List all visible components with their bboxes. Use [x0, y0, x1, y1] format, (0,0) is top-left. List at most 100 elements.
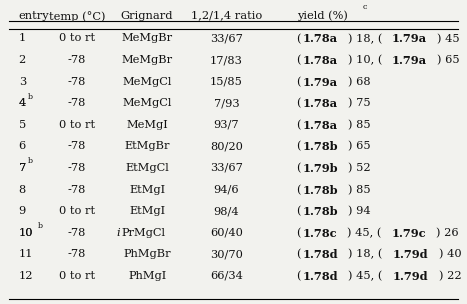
Text: 30/70: 30/70	[210, 249, 243, 259]
Text: 12: 12	[19, 271, 33, 281]
Text: ) 45: ) 45	[438, 33, 460, 44]
Text: 4: 4	[19, 98, 26, 108]
Text: ) 45, (: ) 45, (	[347, 228, 382, 238]
Text: 15/85: 15/85	[210, 77, 243, 87]
Text: ) 26: ) 26	[436, 228, 459, 238]
Text: temp (°C): temp (°C)	[49, 11, 105, 22]
Text: MeMgI: MeMgI	[126, 120, 168, 130]
Text: PrMgCl: PrMgCl	[121, 228, 165, 238]
Text: b: b	[37, 222, 42, 230]
Text: 1,2/1,4 ratio: 1,2/1,4 ratio	[191, 11, 262, 21]
Text: ) 94: ) 94	[348, 206, 371, 216]
Text: ) 85: ) 85	[347, 120, 370, 130]
Text: (: (	[297, 141, 301, 152]
Text: 1.78d: 1.78d	[302, 249, 338, 260]
Text: (: (	[297, 33, 301, 44]
Text: 5: 5	[19, 120, 26, 130]
Text: ) 68: ) 68	[347, 77, 370, 87]
Text: 60/40: 60/40	[210, 228, 243, 238]
Text: ) 18, (: ) 18, (	[348, 249, 382, 260]
Text: 4: 4	[19, 98, 26, 108]
Text: 1.78a: 1.78a	[302, 98, 338, 109]
Text: EtMgCl: EtMgCl	[125, 163, 169, 173]
Text: 7: 7	[19, 163, 26, 173]
Text: 94/6: 94/6	[214, 185, 239, 195]
Text: 1.79a: 1.79a	[302, 77, 338, 88]
Text: ) 85: ) 85	[348, 185, 371, 195]
Text: 1.78b: 1.78b	[302, 185, 338, 195]
Text: -78: -78	[68, 163, 86, 173]
Text: yield (%): yield (%)	[297, 11, 347, 21]
Text: -78: -78	[68, 98, 86, 108]
Text: 11: 11	[19, 249, 33, 259]
Text: 1.79d: 1.79d	[393, 271, 428, 282]
Text: 93/7: 93/7	[214, 120, 239, 130]
Text: (: (	[297, 206, 301, 216]
Text: 6: 6	[19, 141, 26, 151]
Text: b: b	[28, 157, 33, 165]
Text: -78: -78	[68, 55, 86, 65]
Text: (: (	[297, 271, 301, 281]
Text: b: b	[28, 93, 33, 101]
Text: Grignard: Grignard	[121, 11, 173, 21]
Text: 8: 8	[19, 185, 26, 195]
Text: 1: 1	[19, 33, 26, 43]
Text: (: (	[297, 98, 301, 109]
Text: 1.79b: 1.79b	[302, 163, 338, 174]
Text: ) 52: ) 52	[348, 163, 371, 173]
Text: PhMgI: PhMgI	[128, 271, 166, 281]
Text: (: (	[297, 228, 301, 238]
Text: 7/93: 7/93	[214, 98, 239, 108]
Text: 7: 7	[19, 163, 26, 173]
Text: 0 to rt: 0 to rt	[59, 271, 95, 281]
Text: 1.79d: 1.79d	[393, 249, 428, 260]
Text: 1.78a: 1.78a	[302, 120, 338, 131]
Text: ) 65: ) 65	[348, 141, 371, 152]
Text: 66/34: 66/34	[210, 271, 243, 281]
Text: MeMgBr: MeMgBr	[121, 33, 173, 43]
Text: MeMgBr: MeMgBr	[121, 55, 173, 65]
Text: 1.79a: 1.79a	[392, 33, 427, 44]
Text: (: (	[297, 55, 301, 65]
Text: -78: -78	[68, 249, 86, 259]
Text: 1.79c: 1.79c	[391, 228, 426, 239]
Text: 1.78c: 1.78c	[302, 228, 337, 239]
Text: 33/67: 33/67	[210, 163, 243, 173]
Text: (: (	[297, 185, 301, 195]
Text: 98/4: 98/4	[214, 206, 239, 216]
Text: EtMgBr: EtMgBr	[124, 141, 170, 151]
Text: EtMgI: EtMgI	[129, 206, 165, 216]
Text: 33/67: 33/67	[210, 33, 243, 43]
Text: ) 65: ) 65	[438, 55, 460, 65]
Text: 80/20: 80/20	[210, 141, 243, 151]
Text: -78: -78	[68, 228, 86, 238]
Text: 0 to rt: 0 to rt	[59, 206, 95, 216]
Text: -78: -78	[68, 185, 86, 195]
Text: 9: 9	[19, 206, 26, 216]
Text: entry: entry	[19, 11, 50, 21]
Text: c: c	[362, 3, 367, 11]
Text: ) 22: ) 22	[439, 271, 461, 281]
Text: MeMgCl: MeMgCl	[122, 77, 172, 87]
Text: (: (	[297, 77, 301, 87]
Text: ) 10, (: ) 10, (	[347, 55, 382, 65]
Text: ) 40: ) 40	[439, 249, 461, 260]
Text: PhMgBr: PhMgBr	[123, 249, 171, 259]
Text: -78: -78	[68, 141, 86, 151]
Text: 1.79a: 1.79a	[392, 55, 427, 66]
Text: EtMgI: EtMgI	[129, 185, 165, 195]
Text: 1.78a: 1.78a	[302, 33, 338, 44]
Text: 0 to rt: 0 to rt	[59, 33, 95, 43]
Text: (: (	[297, 120, 301, 130]
Text: ) 18, (: ) 18, (	[347, 33, 382, 44]
Text: 1.78a: 1.78a	[302, 55, 338, 66]
Text: 10: 10	[19, 228, 33, 238]
Text: i: i	[116, 228, 120, 238]
Text: -78: -78	[68, 77, 86, 87]
Text: 17/83: 17/83	[210, 55, 243, 65]
Text: 10: 10	[19, 228, 33, 238]
Text: ) 45, (: ) 45, (	[348, 271, 382, 281]
Text: 2: 2	[19, 55, 26, 65]
Text: (: (	[297, 249, 301, 260]
Text: 1.78b: 1.78b	[302, 206, 338, 217]
